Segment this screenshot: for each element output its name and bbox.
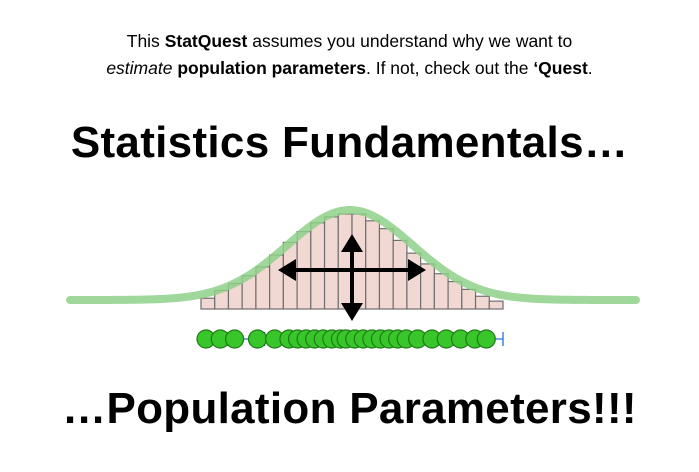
arrowhead-right [408,259,426,281]
intro-italic-estimate: estimate [106,58,173,78]
histogram-bar [447,280,463,310]
intro-line2-end: . [587,58,593,78]
histogram-bars [200,213,504,310]
sample-points [196,329,496,349]
sample-point [225,329,245,349]
histogram-bar [488,300,504,310]
histogram-bar [200,297,216,310]
intro-line2-middle: . If not, check out the [365,58,534,78]
histogram-bar [310,222,326,310]
arrowhead-down [341,303,363,321]
intro-line-2: estimate population parameters. If not, … [0,55,699,82]
histogram-bar [337,213,353,310]
intro-quest-link-text: ‘Quest [533,58,588,78]
histogram-bar [461,288,477,310]
intro-bold-population-parameters: population parameters [172,58,366,78]
arrowhead-left [278,259,296,281]
histogram-bar [351,213,367,310]
histogram-bar [433,273,449,310]
sample-point [476,329,496,349]
headline-population-parameters: …Population Parameters!!! [62,384,637,433]
intro-line-1: This StatQuest assumes you understand wh… [0,28,699,55]
intro-text: This StatQuest assumes you understand wh… [0,28,699,82]
histogram-bar [323,216,339,310]
statquest-brand: StatQuest [164,31,248,51]
headline-statistics-fundamentals: Statistics Fundamentals… [70,118,629,167]
histogram-bar [392,239,408,310]
intro-prefix: This [126,31,165,51]
sample-point [247,329,268,349]
histogram-bar [365,220,381,310]
intro-line1-suffix: assumes you understand why we want to [247,31,573,51]
spread-arrows [278,234,426,321]
normal-curve [66,205,640,304]
arrowhead-up [341,234,363,252]
histogram-bar [474,295,490,310]
